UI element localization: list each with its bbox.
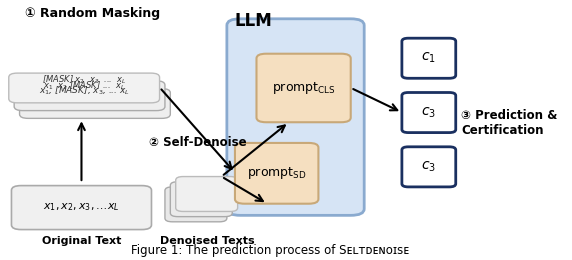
FancyBboxPatch shape bbox=[227, 19, 364, 215]
Text: ② Self-Denoise: ② Self-Denoise bbox=[149, 136, 247, 149]
Text: LLM: LLM bbox=[235, 12, 273, 30]
FancyBboxPatch shape bbox=[14, 81, 165, 110]
FancyBboxPatch shape bbox=[256, 54, 351, 122]
FancyBboxPatch shape bbox=[402, 38, 456, 78]
Text: prompt$_{\mathrm{SD}}$: prompt$_{\mathrm{SD}}$ bbox=[247, 165, 307, 181]
FancyBboxPatch shape bbox=[402, 147, 456, 187]
FancyBboxPatch shape bbox=[235, 143, 319, 204]
Text: $x_1$  $x_2$ [MASK] ...  $x_L$: $x_1$ $x_2$ [MASK] ... $x_L$ bbox=[43, 79, 125, 92]
Text: Denoised Texts: Denoised Texts bbox=[160, 236, 255, 246]
FancyBboxPatch shape bbox=[165, 187, 227, 222]
Text: $x_1, x_2, x_3, \ldots x_L$: $x_1, x_2, x_3, \ldots x_L$ bbox=[43, 202, 120, 213]
FancyBboxPatch shape bbox=[402, 93, 456, 133]
Text: Figure 1: The prediction process of Sᴇʟᴛᴅᴇɴᴏɪsᴇ: Figure 1: The prediction process of Sᴇʟᴛ… bbox=[131, 244, 409, 257]
Text: ③ Prediction &
Certification: ③ Prediction & Certification bbox=[461, 109, 558, 137]
FancyBboxPatch shape bbox=[170, 182, 232, 217]
FancyBboxPatch shape bbox=[176, 177, 237, 211]
FancyBboxPatch shape bbox=[19, 89, 170, 118]
Text: ① Random Masking: ① Random Masking bbox=[25, 7, 160, 20]
Text: $c_3$: $c_3$ bbox=[422, 105, 436, 120]
Text: $c_1$: $c_1$ bbox=[422, 51, 436, 66]
FancyBboxPatch shape bbox=[11, 186, 152, 230]
Text: $x_1$, [MASK], $x_3$, ... $x_L$: $x_1$, [MASK], $x_3$, ... $x_L$ bbox=[39, 85, 130, 97]
Text: $c_3$: $c_3$ bbox=[422, 160, 436, 174]
Text: prompt$_{\mathrm{CLS}}$: prompt$_{\mathrm{CLS}}$ bbox=[272, 80, 336, 96]
Text: [MASK] $x_2$  $x_3$  ...  $x_L$: [MASK] $x_2$ $x_3$ ... $x_L$ bbox=[42, 73, 126, 86]
FancyBboxPatch shape bbox=[9, 73, 160, 103]
Text: Original Text: Original Text bbox=[42, 236, 121, 246]
